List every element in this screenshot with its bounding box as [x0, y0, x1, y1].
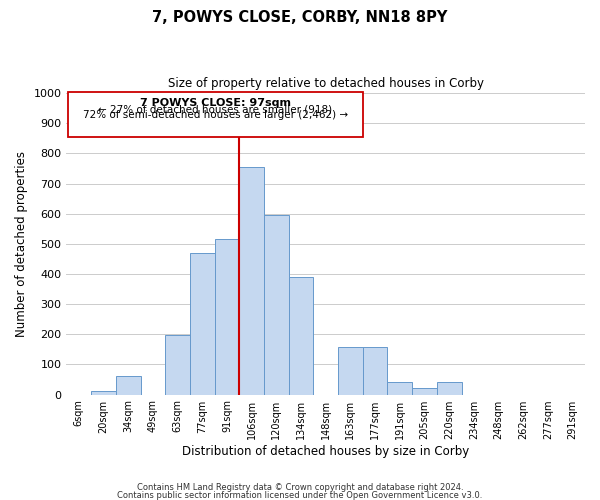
Bar	[91, 390, 116, 394]
Text: 7, POWYS CLOSE, CORBY, NN18 8PY: 7, POWYS CLOSE, CORBY, NN18 8PY	[152, 10, 448, 25]
Text: Contains public sector information licensed under the Open Government Licence v3: Contains public sector information licen…	[118, 490, 482, 500]
X-axis label: Distribution of detached houses by size in Corby: Distribution of detached houses by size …	[182, 444, 469, 458]
Bar	[363, 347, 388, 395]
Bar	[239, 167, 264, 394]
Bar	[289, 277, 313, 394]
Bar	[215, 240, 239, 394]
Bar	[437, 382, 461, 394]
Text: 7 POWYS CLOSE: 97sqm: 7 POWYS CLOSE: 97sqm	[140, 98, 291, 108]
Text: 72% of semi-detached houses are larger (2,462) →: 72% of semi-detached houses are larger (…	[83, 110, 348, 120]
Title: Size of property relative to detached houses in Corby: Size of property relative to detached ho…	[168, 78, 484, 90]
Bar	[116, 376, 140, 394]
Bar	[190, 253, 215, 394]
Text: Contains HM Land Registry data © Crown copyright and database right 2024.: Contains HM Land Registry data © Crown c…	[137, 484, 463, 492]
Bar	[412, 388, 437, 394]
Text: ← 27% of detached houses are smaller (918): ← 27% of detached houses are smaller (91…	[98, 104, 332, 114]
Bar	[388, 382, 412, 394]
Bar	[165, 335, 190, 394]
Bar	[264, 215, 289, 394]
Y-axis label: Number of detached properties: Number of detached properties	[15, 151, 28, 337]
Bar	[338, 347, 363, 395]
FancyBboxPatch shape	[68, 92, 363, 137]
